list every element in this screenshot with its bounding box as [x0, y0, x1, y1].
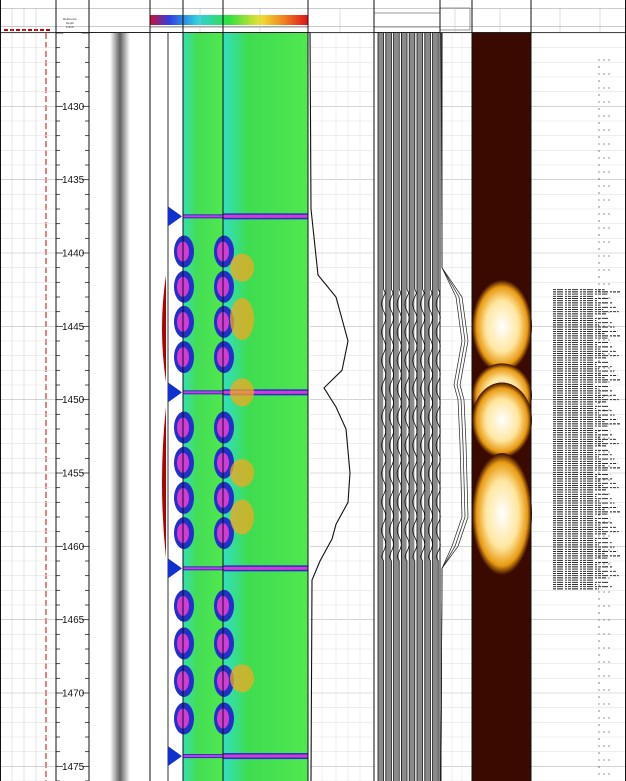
depth-axis: 1430 1435 1440 1445 1450 1455 1460 1465 1470 1475: [56, 32, 89, 781]
waveform-band: [401, 33, 407, 781]
interface-band: [183, 755, 223, 758]
interface-band: [183, 215, 223, 218]
variable-density-log: [553, 59, 621, 775]
log-features: [162, 33, 532, 781]
depth-label: 1470: [62, 689, 85, 700]
waveform-band: [378, 33, 384, 781]
waveform-trace: [396, 33, 402, 781]
cement-map-zone: [472, 453, 532, 575]
waveform-traces: [377, 33, 441, 781]
interface-band: [223, 390, 308, 394]
depth-label: 1460: [62, 542, 85, 553]
map-patch: [230, 378, 254, 407]
waveform-band: [424, 33, 430, 781]
map-patch: [230, 298, 254, 340]
annular-fill-zone: [162, 275, 166, 383]
depth-label: 1440: [62, 249, 85, 260]
attenuation-curve: [440, 32, 466, 781]
waveform-band: [409, 33, 415, 781]
interface-peak: [168, 558, 182, 579]
attenuation-curve: [440, 32, 463, 781]
depth-label: 1475: [62, 762, 85, 773]
map-patch: [230, 253, 254, 282]
depth-label: 1450: [62, 395, 85, 406]
cement-map-zone: [472, 279, 532, 373]
interface-peak: [168, 206, 182, 227]
depth-label: 1435: [62, 175, 85, 186]
waveform-trace: [427, 33, 433, 781]
waveform-trace: [419, 33, 426, 781]
map-patch: [230, 459, 254, 487]
depth-gridlines: [0, 32, 626, 781]
depth-label: 1455: [62, 469, 85, 480]
depth-track-subtitle: Depth: [66, 21, 74, 25]
waveform-trace: [380, 33, 387, 781]
amplitude-curve: [309, 32, 351, 781]
track-backgrounds: [0, 33, 626, 781]
map-patch: [230, 664, 254, 693]
waveform-trace: [435, 33, 441, 781]
map-patch: [230, 499, 254, 535]
cement-map-zone: [472, 382, 532, 458]
depth-label: 1430: [62, 102, 85, 113]
depth-track-title: Reference: [63, 17, 77, 21]
interface-band: [183, 567, 223, 570]
interface-band: [183, 391, 223, 394]
attenuation-curve: [440, 32, 469, 781]
interface-peak: [168, 382, 182, 403]
depth-label: 1445: [62, 322, 85, 333]
waveform-band: [385, 33, 391, 781]
log-header: Reference Depth 1/200: [0, 0, 626, 33]
waveform-band: [432, 33, 438, 781]
waveform-band: [417, 33, 423, 781]
interface-peak: [168, 746, 182, 767]
waveform-trace: [404, 33, 410, 781]
depth-track-unit: 1/200: [66, 25, 74, 29]
interface-band: [223, 214, 308, 218]
annular-fill-zone: [162, 407, 166, 559]
depth-label: 1465: [62, 615, 85, 626]
interface-band: [223, 754, 308, 758]
waveform-band: [393, 33, 399, 781]
left-track-curves: [11, 33, 47, 781]
interface-band: [223, 566, 308, 570]
amplitude-curves: [309, 32, 469, 781]
waveform-trace: [388, 33, 394, 781]
waveform-trace: [412, 33, 418, 781]
